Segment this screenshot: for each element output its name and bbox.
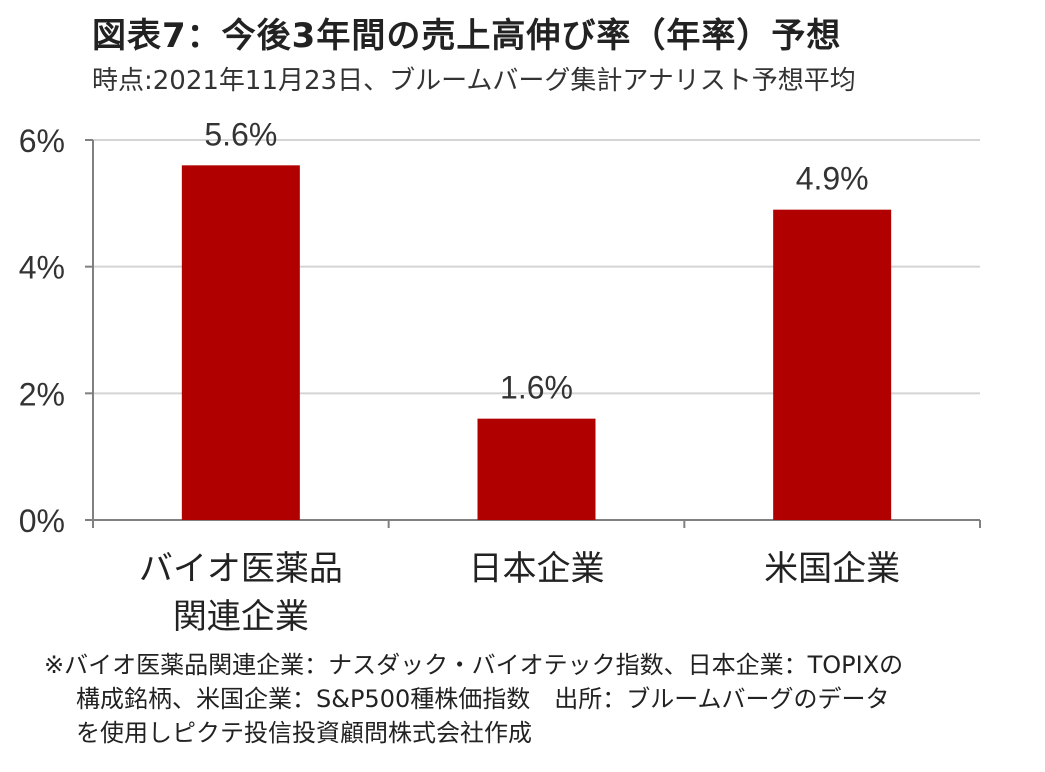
y-tick-label: 6% <box>19 123 65 159</box>
chart-title: 図表7：今後3年間の売上高伸び率（年率）予想 <box>92 16 842 56</box>
data-label: 1.6% <box>500 370 573 406</box>
footnote-line-1: ※バイオ医薬品関連企業：ナスダック・バイオテック指数、日本企業：TOPIXの <box>44 651 904 679</box>
footnote: ※バイオ医薬品関連企業：ナスダック・バイオテック指数、日本企業：TOPIXの 構… <box>44 648 1034 750</box>
data-label: 5.6% <box>204 116 277 152</box>
y-tick-label: 0% <box>19 503 65 539</box>
footnote-line-3: を使用しピクテ投信投資顧問株式会社作成 <box>76 719 532 747</box>
category-label: バイオ医薬品 <box>139 549 343 589</box>
bar <box>773 209 892 520</box>
chart-subtitle: 時点:2021年11月23日、ブルームバーグ集計アナリスト予想平均 <box>92 66 856 96</box>
bar-chart: 0% 2% 4% 6% 5.6% バイオ医薬品関連企業 1.6% 日本企業 4.9% 米国企業 <box>19 116 981 637</box>
footnote-line-2: 構成銘柄、米国企業：S&P500種株価指数 出所：ブルームバーグのデータ <box>76 685 890 713</box>
bar <box>477 418 596 520</box>
y-tick-label: 2% <box>19 376 65 412</box>
bar <box>181 165 300 521</box>
data-label: 4.9% <box>796 161 869 197</box>
category-label: 日本企業 <box>469 549 605 589</box>
category-label: 米国企業 <box>764 549 900 589</box>
category-label: 関連企業 <box>173 597 309 637</box>
y-tick-label: 4% <box>19 250 65 286</box>
